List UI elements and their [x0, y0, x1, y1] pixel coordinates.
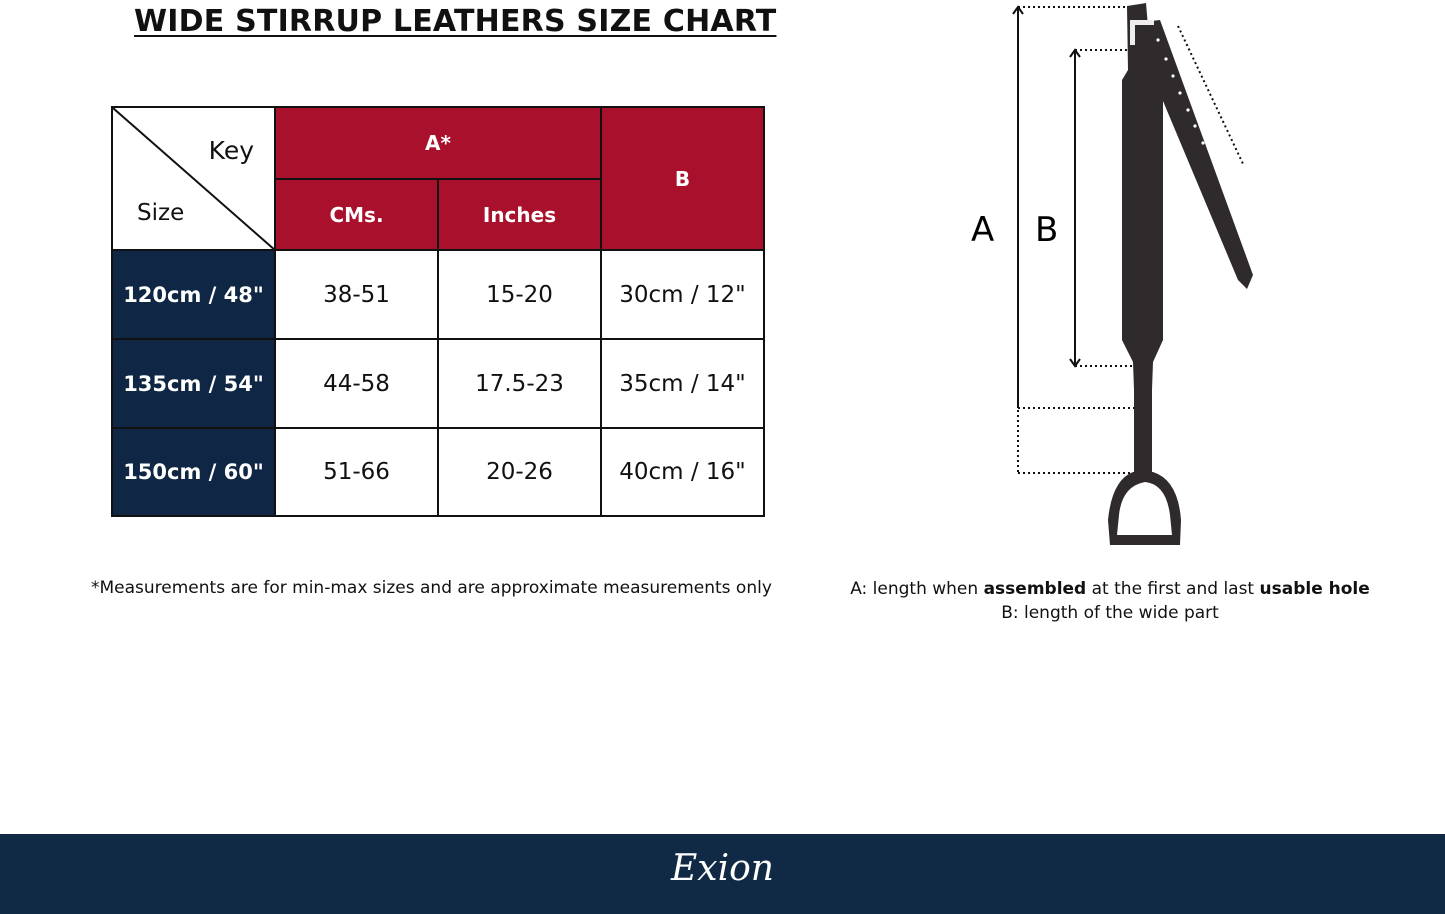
cms-cell: 51-66 — [274, 427, 439, 517]
header-a: A* — [274, 106, 602, 180]
header-inches: Inches — [437, 178, 602, 251]
diagonal-divider — [113, 108, 276, 251]
header-cms: CMs. — [274, 178, 439, 251]
inches-cell: 20-26 — [437, 427, 602, 517]
page-title: WIDE STIRRUP LEATHERS SIZE CHART — [134, 4, 777, 39]
size-label: Size — [137, 200, 185, 226]
inches-cell: 15-20 — [437, 249, 602, 340]
caption-b: B: length of the wide part — [1001, 603, 1219, 623]
caption-a-text: A: length when — [850, 579, 984, 599]
table-row: 135cm / 54" 44-58 17.5-23 35cm / 14" — [111, 338, 765, 429]
cms-cell: 38-51 — [274, 249, 439, 340]
caption-a: A: length when assembled at the first an… — [850, 577, 1370, 601]
table-row: 150cm / 60" 51-66 20-26 40cm / 16" — [111, 427, 765, 517]
stirrup-leather-icon — [1108, 3, 1253, 545]
size-cell: 150cm / 60" — [111, 427, 276, 517]
b-cell: 30cm / 12" — [600, 249, 765, 340]
caption-a-text: at the first and last — [1086, 579, 1260, 599]
stirrup-leather-diagram: A B — [971, 3, 1253, 545]
footer-bar: Exion — [0, 834, 1445, 914]
caption-a-bold: assembled — [983, 579, 1087, 599]
label-b: B — [1035, 210, 1058, 250]
size-chart-table: Key Size A* B CMs. Inches 120cm / 48" 38… — [111, 106, 765, 517]
b-cell: 35cm / 14" — [600, 338, 765, 429]
key-size-corner-cell: Key Size — [111, 106, 276, 251]
footnote: *Measurements are for min-max sizes and … — [91, 578, 772, 598]
size-cell: 135cm / 54" — [111, 338, 276, 429]
caption-a-bold: usable hole — [1259, 579, 1370, 599]
exion-logo: Exion — [671, 848, 774, 889]
table-row: 120cm / 48" 38-51 15-20 30cm / 12" — [111, 249, 765, 340]
b-cell: 40cm / 16" — [600, 427, 765, 517]
header-b: B — [600, 106, 765, 251]
inches-cell: 17.5-23 — [437, 338, 602, 429]
label-a: A — [971, 210, 994, 250]
key-label: Key — [208, 136, 254, 165]
size-cell: 120cm / 48" — [111, 249, 276, 340]
cms-cell: 44-58 — [274, 338, 439, 429]
